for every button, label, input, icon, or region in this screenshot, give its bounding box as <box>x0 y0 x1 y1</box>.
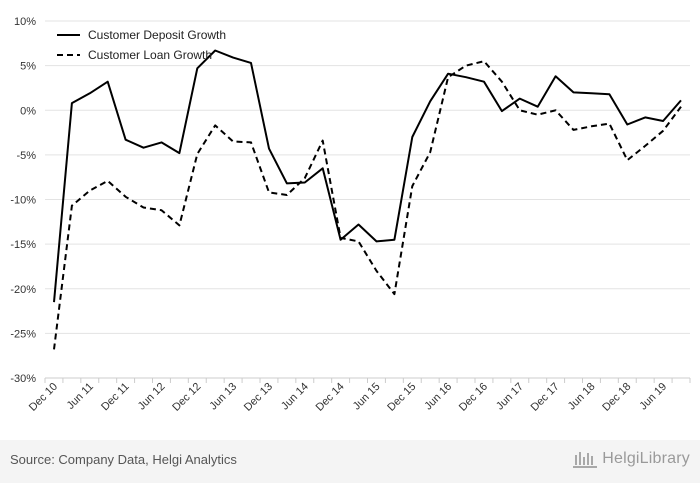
gridlines <box>45 20 690 379</box>
x-tick-label: Jun 19 <box>637 381 669 413</box>
brand-logo[interactable]: HelgiLibrary <box>572 449 690 469</box>
y-axis-tick-labels: 10% 5% 0% -5% -10% -15% -20% -25% -30% <box>10 16 36 385</box>
y-tick-label: -25% <box>10 328 36 340</box>
x-tick-label: Dec 12 <box>170 381 203 414</box>
footer: Source: Company Data, Helgi Analytics He… <box>0 440 700 483</box>
x-tick-label: Dec 15 <box>385 381 418 414</box>
x-tick-label: Jun 18 <box>566 381 598 413</box>
x-tick-label: Dec 11 <box>99 381 132 414</box>
x-tick-label: Jun 16 <box>422 381 454 413</box>
x-axis <box>44 377 691 383</box>
x-tick-label: Jun 14 <box>279 381 311 413</box>
x-tick-label: Dec 18 <box>600 381 633 414</box>
series-line <box>53 49 682 303</box>
y-tick-label: -5% <box>16 150 36 162</box>
x-tick-label: Jun 13 <box>207 381 239 413</box>
legend-label: Customer Deposit Growth <box>88 28 226 42</box>
x-tick-label: Dec 10 <box>27 381 60 414</box>
x-axis-tick-labels: Dec 10 Jun 11 Dec 11 Jun 12 Dec 12 Jun 13 Dec … <box>27 381 669 414</box>
y-tick-label: 10% <box>14 16 36 28</box>
y-tick-label: -15% <box>10 239 36 251</box>
x-tick-label: Dec 17 <box>529 381 562 414</box>
x-tick-label: Jun 15 <box>351 381 383 413</box>
y-tick-label: -20% <box>10 284 36 296</box>
legend: Customer Deposit Growth Customer Loan Gro… <box>57 28 226 62</box>
line-chart: 10%5%0%-5%-10%-15%-20%-25%-30% Dec 10 Jun… <box>10 16 691 414</box>
x-tick-label: Dec 14 <box>314 381 347 414</box>
y-tick-label: 5% <box>20 61 36 73</box>
x-tick-label: Jun 11 <box>65 381 96 412</box>
x-tick-label: Dec 16 <box>457 381 490 414</box>
y-tick-label: -30% <box>10 373 36 385</box>
source-text: Source: Company Data, Helgi Analytics <box>10 452 237 467</box>
legend-label: Customer Loan Growth <box>88 48 212 62</box>
y-tick-label: 0% <box>20 105 36 117</box>
series-lines <box>53 49 682 350</box>
x-tick-label: Jun 17 <box>494 381 526 413</box>
x-tick-label: Jun 12 <box>136 381 168 413</box>
brand-text: HelgiLibrary <box>602 450 690 467</box>
x-tick-label: Dec 13 <box>242 381 275 414</box>
library-icon <box>573 452 598 468</box>
series-line <box>53 60 682 350</box>
y-tick-label: -10% <box>10 195 36 207</box>
